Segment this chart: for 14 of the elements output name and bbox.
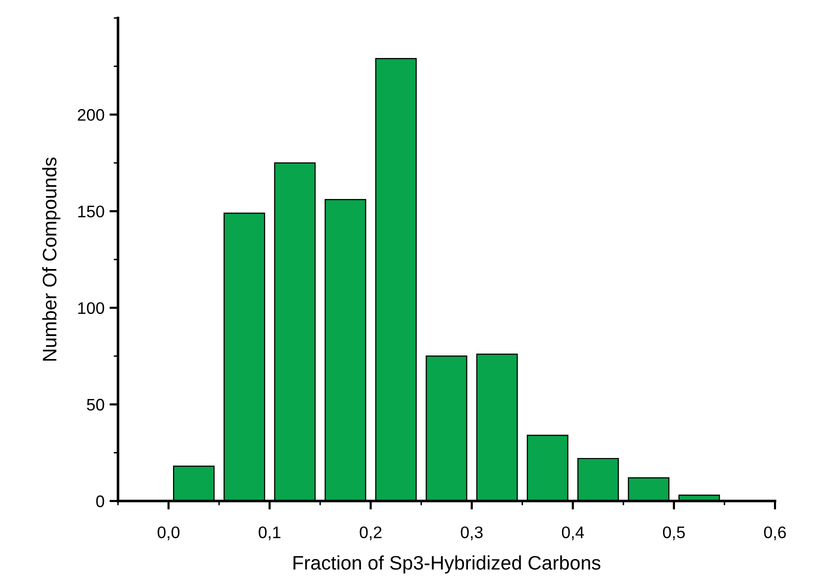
x-tick-label: 0,4 — [562, 526, 584, 540]
y-tick-label: 200 — [78, 109, 104, 121]
x-tick-label: 0,6 — [764, 526, 786, 540]
x-tick-label: 0,3 — [460, 526, 483, 540]
x-tick-label: 0,0 — [158, 526, 180, 540]
y-tick-label: 150 — [78, 206, 104, 218]
y-tick-label: 0 — [96, 495, 104, 508]
x-tick-label: 0,1 — [258, 526, 280, 540]
x-tick-label: 0,2 — [360, 526, 382, 540]
y-axis-title: Number Of Compounds — [42, 158, 60, 361]
x-tick-label: 0,5 — [662, 526, 685, 540]
y-tick-label: 50 — [86, 398, 104, 411]
y-tick-label: 100 — [78, 302, 104, 314]
x-axis-title: Fraction of Sp3-Hybridized Carbons — [294, 555, 600, 574]
